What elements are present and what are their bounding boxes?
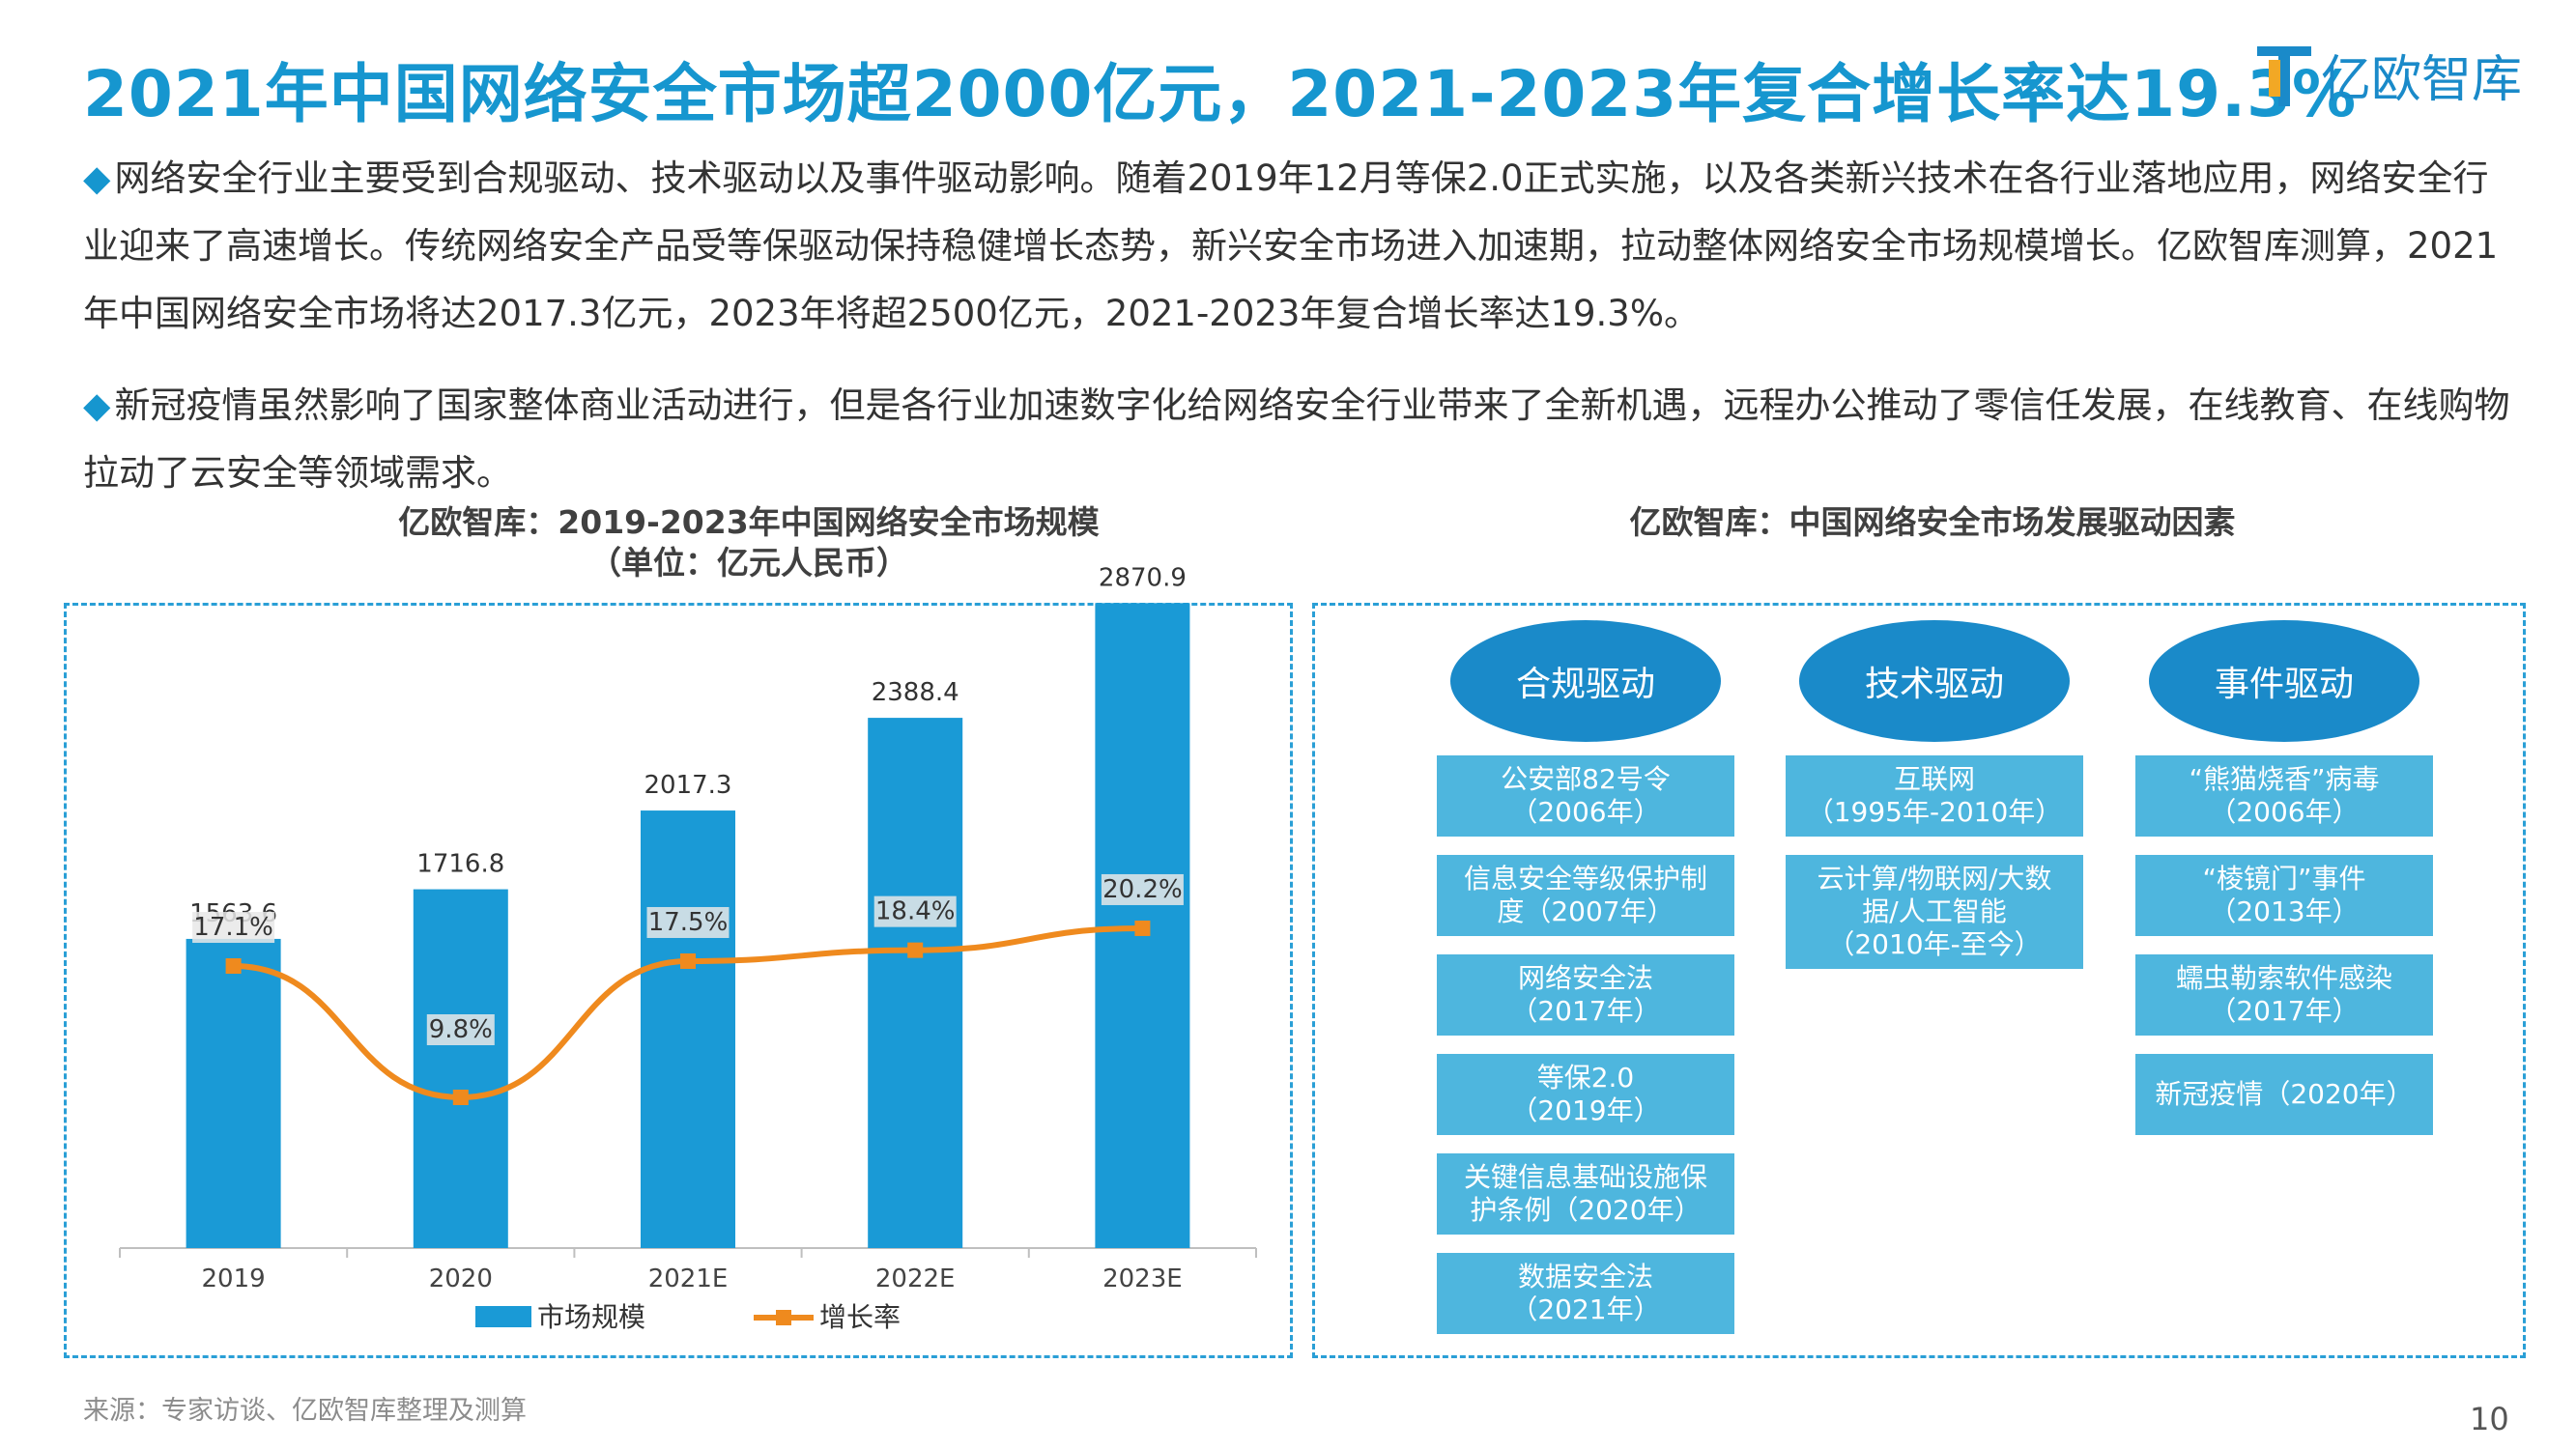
driver-compliance-item: 等保2.0 （2019年） [1437, 1054, 1734, 1135]
driver-event-item: “熊猫烧香”病毒 （2006年） [2135, 755, 2433, 837]
driver-event-title: 事件驱动 [2149, 620, 2419, 742]
paragraph-2-text: 新冠疫情虽然影响了国家整体商业活动进行，但是各行业加速数字化给网络安全行业带来了… [83, 384, 2510, 494]
driver-compliance-item: 公安部82号令 （2006年） [1437, 755, 1734, 837]
drivers-panel [1312, 603, 2526, 1358]
bullet-icon: ◆ [83, 384, 111, 426]
page-number: 10 [2470, 1401, 2509, 1437]
driver-compliance-title: 合规驱动 [1450, 620, 1721, 742]
driver-technology-title: 技术驱动 [1799, 620, 2070, 742]
driver-event-item: 蠕虫勒索软件感染 （2017年） [2135, 954, 2433, 1036]
driver-compliance-item: 数据安全法 （2021年） [1437, 1253, 1734, 1334]
paragraph-1-text: 网络安全行业主要受到合规驱动、技术驱动以及事件驱动影响。随着2019年12月等保… [83, 157, 2499, 334]
driver-compliance-item: 信息安全等级保护制 度（2007年） [1437, 855, 1734, 936]
yiou-logo: 亿欧智库 [2257, 46, 2522, 109]
driver-compliance-item: 关键信息基础设施保 护条例（2020年） [1437, 1153, 1734, 1235]
bullet-icon: ◆ [83, 157, 111, 199]
driver-technology-item: 互联网 （1995年-2010年） [1786, 755, 2083, 837]
driver-event-item: “棱镜门”事件 （2013年） [2135, 855, 2433, 936]
logo-text: 亿欧智库 [2321, 51, 2522, 109]
chart-panel [64, 603, 1293, 1358]
driver-event-item: 新冠疫情（2020年） [2135, 1054, 2433, 1135]
paragraph-2: ◆ 新冠疫情虽然影响了国家整体商业活动进行，但是各行业加速数字化给网络安全行业带来… [83, 372, 2518, 507]
left-chart-title-line2: （单位：亿元人民币） [589, 544, 908, 582]
right-diagram-title: 亿欧智库：中国网络安全市场发展驱动因素 [1629, 503, 2236, 541]
paragraph-1: ◆ 网络安全行业主要受到合规驱动、技术驱动以及事件驱动影响。随着2019年12月等… [83, 145, 2518, 348]
source-note: 来源：专家访谈、亿欧智库整理及测算 [83, 1396, 527, 1426]
driver-compliance-item: 网络安全法 （2017年） [1437, 954, 1734, 1036]
driver-technology-item: 云计算/物联网/大数 据/人工智能 （2010年-至今） [1786, 855, 2083, 969]
left-chart-title: 亿欧智库：2019-2023年中国网络安全市场规模 （单位：亿元人民币） [242, 502, 1256, 583]
page-title: 2021年中国网络安全市场超2000亿元，2021-2023年复合增长率达19.… [83, 57, 2358, 131]
left-chart-title-line1: 亿欧智库：2019-2023年中国网络安全市场规模 [398, 503, 1100, 541]
